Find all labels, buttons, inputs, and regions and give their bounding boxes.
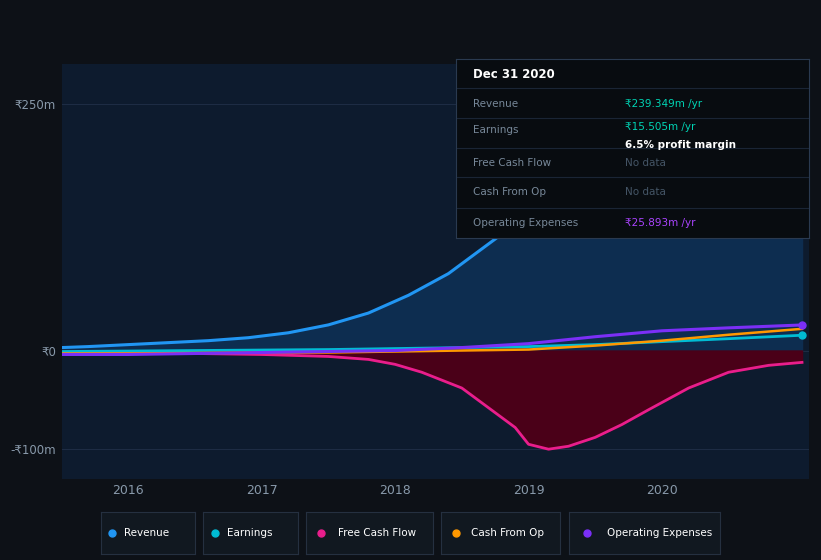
Text: Free Cash Flow: Free Cash Flow [474, 158, 552, 168]
Text: Earnings: Earnings [474, 125, 519, 136]
Text: ₹239.349m /yr: ₹239.349m /yr [625, 99, 702, 109]
Text: Revenue: Revenue [124, 529, 169, 538]
Text: Free Cash Flow: Free Cash Flow [337, 529, 415, 538]
Text: Cash From Op: Cash From Op [471, 529, 544, 538]
Text: Operating Expenses: Operating Expenses [607, 529, 712, 538]
Text: 6.5% profit margin: 6.5% profit margin [625, 140, 736, 150]
Text: Dec 31 2020: Dec 31 2020 [474, 68, 555, 81]
Text: Cash From Op: Cash From Op [474, 187, 546, 197]
Text: No data: No data [625, 158, 666, 168]
Text: ₹15.505m /yr: ₹15.505m /yr [625, 122, 695, 132]
Text: No data: No data [625, 187, 666, 197]
Text: ₹25.893m /yr: ₹25.893m /yr [625, 218, 695, 228]
Text: Revenue: Revenue [474, 99, 518, 109]
Text: Earnings: Earnings [227, 529, 273, 538]
Text: Operating Expenses: Operating Expenses [474, 218, 579, 228]
